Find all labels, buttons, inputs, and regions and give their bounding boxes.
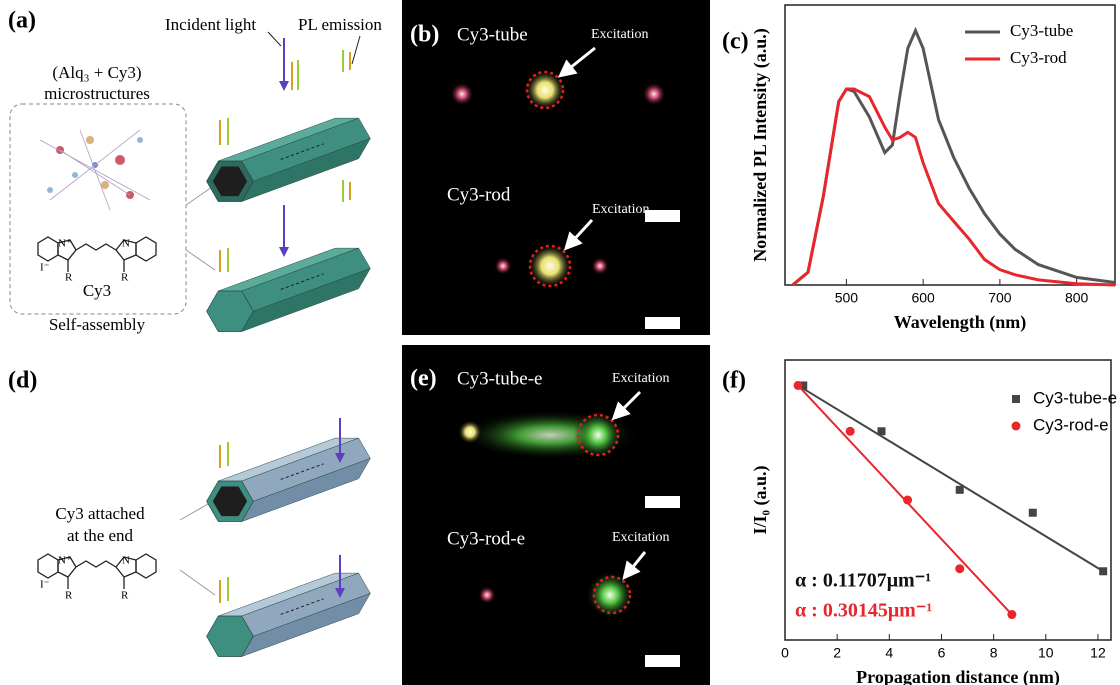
legend-label: Cy3-tube-e bbox=[1033, 388, 1117, 407]
y-axis-label: I/I₀ (a.u.) bbox=[750, 466, 771, 535]
sample-label: Cy3-tube-e bbox=[457, 368, 542, 389]
atom-label: N⁺ bbox=[58, 238, 72, 250]
description: Cy3 attached bbox=[55, 504, 145, 523]
emission-spot bbox=[574, 411, 622, 459]
x-tick-label: 500 bbox=[835, 290, 859, 306]
legend-marker bbox=[1012, 395, 1020, 403]
legend-label: Cy3-rod-e bbox=[1033, 415, 1109, 434]
x-tick-label: 2 bbox=[833, 645, 841, 661]
data-point bbox=[1007, 610, 1016, 619]
x-tick-label: 800 bbox=[1065, 290, 1089, 306]
atom-label: I⁻ bbox=[40, 262, 50, 274]
data-point bbox=[955, 564, 964, 573]
legend-label: Cy3-tube bbox=[1010, 21, 1073, 40]
emission-spot bbox=[478, 586, 496, 604]
figure: (a) Incident light PL emission (Alq₃ + C… bbox=[0, 0, 1120, 685]
excitation-label: Excitation bbox=[592, 202, 650, 217]
excitation-label: Excitation bbox=[612, 371, 670, 386]
scale-bar bbox=[645, 317, 680, 329]
annotation: α : 0.30145μm⁻¹ bbox=[795, 600, 932, 622]
panel-label: (e) bbox=[410, 366, 437, 392]
material-label: (Alq₃ + Cy3) bbox=[52, 63, 141, 82]
scale-bar bbox=[645, 655, 680, 667]
atom-label: R bbox=[65, 590, 73, 602]
legend-marker bbox=[1012, 422, 1021, 431]
emission-spot bbox=[591, 257, 609, 275]
sample-label: Cy3-tube bbox=[457, 24, 528, 45]
emission-spot bbox=[458, 420, 482, 444]
emission-spot bbox=[642, 82, 666, 106]
panel-label: (f) bbox=[722, 368, 746, 394]
micrograph bbox=[402, 345, 710, 685]
scale-bar bbox=[645, 210, 680, 222]
atom-label: N bbox=[122, 555, 130, 567]
emission-spot bbox=[494, 257, 512, 275]
scale-bar bbox=[645, 496, 680, 508]
material-label: microstructures bbox=[44, 84, 150, 103]
x-tick-label: 600 bbox=[911, 290, 935, 306]
atom-label: N bbox=[122, 238, 130, 250]
pl-emission-label: PL emission bbox=[298, 15, 382, 34]
data-point bbox=[877, 427, 885, 435]
panel-label: (a) bbox=[8, 8, 36, 34]
legend-label: Cy3-rod bbox=[1010, 48, 1067, 67]
molecule-name: Cy3 bbox=[83, 281, 111, 300]
atom-label: R bbox=[121, 590, 129, 602]
data-point bbox=[846, 427, 855, 436]
annotation: α : 0.11707μm⁻¹ bbox=[795, 570, 931, 592]
emission-spot bbox=[525, 70, 565, 110]
x-axis-label: Wavelength (nm) bbox=[894, 312, 1027, 333]
sample-label: Cy3-rod-e bbox=[447, 528, 525, 549]
data-point bbox=[903, 496, 912, 505]
x-tick-label: 4 bbox=[885, 645, 893, 661]
atom-label: N⁺ bbox=[58, 555, 72, 567]
x-tick-label: 12 bbox=[1090, 645, 1106, 661]
y-axis-label: Normalized PL Intensity (a.u.) bbox=[750, 28, 771, 262]
atom-label: I⁻ bbox=[40, 579, 50, 591]
x-axis-label: Propagation distance (nm) bbox=[856, 667, 1060, 685]
data-point bbox=[1099, 567, 1107, 575]
sample-label: Cy3-rod bbox=[447, 184, 511, 205]
caption: Self-assembly bbox=[49, 315, 146, 334]
emission-spot bbox=[528, 244, 572, 288]
emission-spot bbox=[450, 82, 474, 106]
x-tick-label: 8 bbox=[990, 645, 998, 661]
panel-label: (d) bbox=[8, 368, 37, 394]
incident-light-label: Incident light bbox=[165, 15, 256, 34]
x-tick-label: 10 bbox=[1038, 645, 1054, 661]
excitation-label: Excitation bbox=[591, 27, 649, 42]
excitation-label: Excitation bbox=[612, 530, 670, 545]
atom-label: R bbox=[121, 272, 129, 284]
panel-label: (b) bbox=[410, 22, 439, 48]
x-tick-label: 6 bbox=[938, 645, 946, 661]
x-tick-label: 700 bbox=[988, 290, 1012, 306]
panel-label: (c) bbox=[722, 29, 749, 55]
x-tick-label: 0 bbox=[781, 645, 789, 661]
data-point bbox=[794, 381, 803, 390]
description: at the end bbox=[67, 526, 134, 545]
atom-label: R bbox=[65, 272, 73, 284]
data-point bbox=[1029, 509, 1037, 517]
data-point bbox=[956, 486, 964, 494]
